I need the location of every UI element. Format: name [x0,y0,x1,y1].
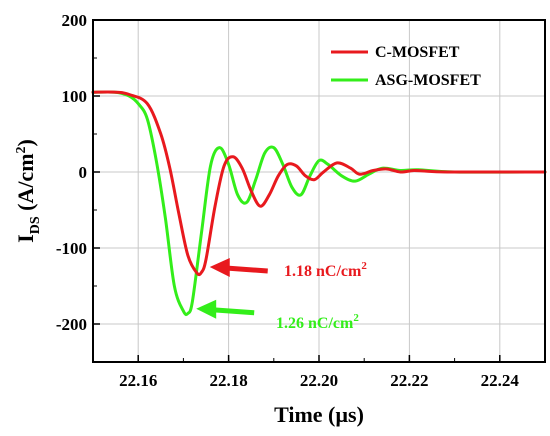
series-line-asg-mosfet [91,90,547,317]
y-tick-label: -100 [56,239,87,258]
y-tick-label: 100 [62,87,88,106]
legend-label-c-mosfet: C-MOSFET [375,44,460,61]
series-layer [91,90,547,317]
y-tick-label: 200 [62,11,88,30]
series-line-c-mosfet [91,90,547,277]
y-axis-label: IDS (A/cm2) [13,139,43,243]
annotation-arrow-head [196,299,217,319]
annotation-arrow-shaft [212,307,255,316]
x-tick-label: 22.20 [300,371,338,390]
y-tick-label: 0 [79,163,88,182]
y-tick-label: -200 [56,315,87,334]
y-tick-labels: 200 100 0 -100 -200 [56,11,87,334]
legend: C-MOSFET ASG-MOSFET [331,44,481,89]
x-tick-label: 22.22 [390,371,428,390]
x-tick-label: 22.18 [209,371,247,390]
annotation-asg-mosfet-charge: 1.26 nC/cm2 [276,312,359,332]
annotation-c-mosfet-charge: 1.18 nC/cm2 [284,260,367,280]
legend-label-asg-mosfet: ASG-MOSFET [375,72,481,89]
tick-marks [92,19,546,363]
x-tick-labels: 22.16 22.18 22.20 22.22 22.24 [119,371,519,390]
annotation-arrow-shaft [225,265,268,274]
annotation-arrows [196,258,268,319]
x-tick-label: 22.24 [481,371,520,390]
x-axis-label: Time (µs) [274,402,364,427]
annotation-arrow-head [209,258,230,277]
x-tick-label: 22.16 [119,371,157,390]
